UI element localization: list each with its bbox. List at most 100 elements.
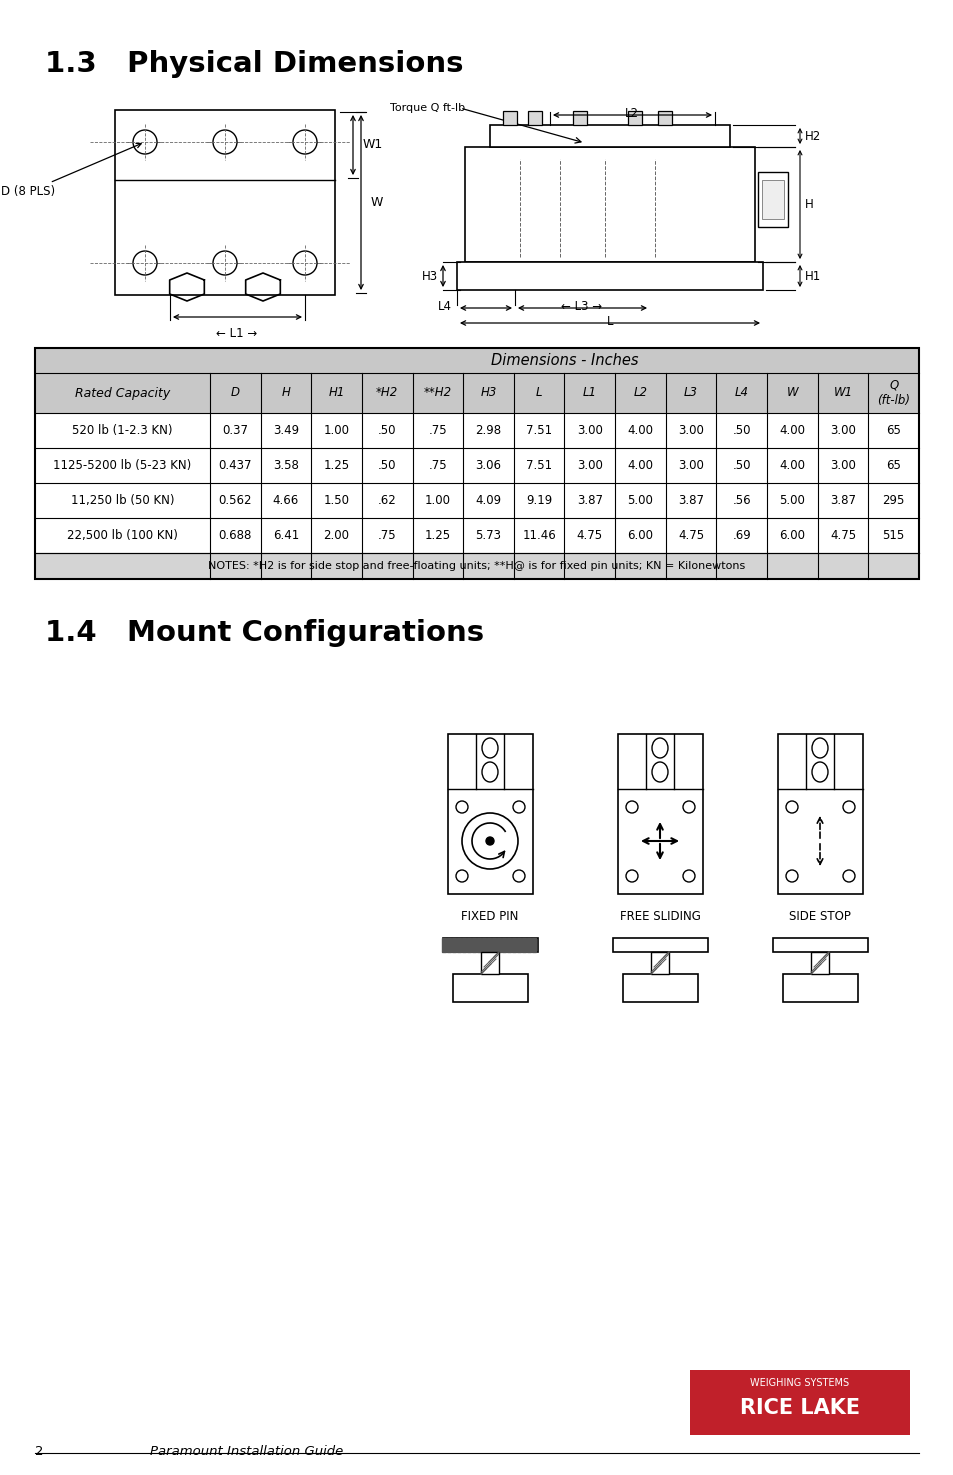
Text: SIDE STOP: SIDE STOP [788, 910, 850, 923]
Polygon shape [521, 938, 525, 951]
Polygon shape [526, 938, 531, 951]
Text: .50: .50 [732, 459, 750, 472]
Text: 3.00: 3.00 [678, 459, 703, 472]
Circle shape [682, 870, 695, 882]
Circle shape [842, 801, 854, 813]
Text: ← L1 →: ← L1 → [216, 327, 257, 341]
Text: 3.00: 3.00 [577, 423, 602, 437]
Text: 4.75: 4.75 [678, 530, 703, 541]
Polygon shape [481, 938, 485, 951]
Bar [453, 974, 527, 1002]
Text: W1: W1 [833, 386, 852, 400]
Text: 1.00: 1.00 [424, 494, 451, 507]
Polygon shape [452, 938, 456, 951]
Ellipse shape [481, 763, 497, 782]
Text: 4.00: 4.00 [627, 423, 653, 437]
Text: 3.06: 3.06 [475, 459, 501, 472]
Text: H1: H1 [328, 386, 344, 400]
Text: W1: W1 [363, 139, 383, 152]
Circle shape [785, 801, 797, 813]
Circle shape [461, 813, 517, 869]
Polygon shape [517, 938, 520, 951]
Text: .75: .75 [428, 459, 447, 472]
Bar [761, 180, 783, 218]
Text: *H2: *H2 [375, 386, 398, 400]
Text: 1.00: 1.00 [323, 423, 349, 437]
Text: D (8 PLS): D (8 PLS) [1, 143, 141, 199]
Text: NOTES: *H2 is for side stop and free-floating units; **H@ is for fixed pin units: NOTES: *H2 is for side stop and free-flo… [208, 560, 745, 571]
Polygon shape [532, 938, 536, 951]
Text: W: W [786, 386, 798, 400]
Ellipse shape [481, 738, 497, 758]
Bar [35, 482, 918, 518]
Text: L3: L3 [683, 386, 698, 400]
Polygon shape [506, 938, 511, 951]
Text: Q
(ft-lb): Q (ft-lb) [876, 379, 909, 407]
Polygon shape [461, 938, 465, 951]
Text: 7.51: 7.51 [525, 423, 552, 437]
Text: 0.562: 0.562 [218, 494, 252, 507]
Text: L: L [536, 386, 542, 400]
Bar [490, 125, 729, 148]
Text: 4.00: 4.00 [779, 459, 804, 472]
Text: 3.00: 3.00 [577, 459, 602, 472]
Text: WEIGHING SYSTEMS: WEIGHING SYSTEMS [750, 1378, 849, 1388]
Bar [810, 951, 828, 974]
Text: 5.00: 5.00 [779, 494, 804, 507]
Bar [782, 974, 857, 1002]
Text: 1.3   Physical Dimensions: 1.3 Physical Dimensions [45, 50, 463, 78]
Text: L4: L4 [734, 386, 748, 400]
Text: 65: 65 [885, 459, 901, 472]
Text: Torque Q ft-lb: Torque Q ft-lb [390, 103, 465, 114]
Text: 4.00: 4.00 [779, 423, 804, 437]
Text: .50: .50 [377, 423, 396, 437]
Polygon shape [472, 938, 476, 951]
Text: .69: .69 [732, 530, 750, 541]
Text: 5.00: 5.00 [627, 494, 653, 507]
Circle shape [293, 130, 316, 153]
Text: 3.00: 3.00 [678, 423, 703, 437]
Circle shape [213, 251, 236, 274]
Text: L1: L1 [582, 386, 597, 400]
Circle shape [513, 801, 524, 813]
Circle shape [625, 801, 638, 813]
Bar [689, 1370, 909, 1435]
Text: 3.58: 3.58 [273, 459, 298, 472]
Text: W: W [371, 196, 383, 208]
Bar [35, 518, 918, 553]
Bar [456, 263, 762, 291]
Text: Paramount Installation Guide: Paramount Installation Guide [150, 1446, 343, 1457]
Text: 2.00: 2.00 [323, 530, 349, 541]
Text: 11,250 lb (50 KN): 11,250 lb (50 KN) [71, 494, 174, 507]
Text: .75: .75 [377, 530, 396, 541]
Text: D: D [231, 386, 239, 400]
Text: 5.73: 5.73 [475, 530, 501, 541]
Bar [627, 111, 641, 125]
Circle shape [132, 251, 157, 274]
Bar [35, 448, 918, 482]
Bar [772, 938, 867, 951]
Bar [650, 951, 668, 974]
Text: 6.00: 6.00 [779, 530, 804, 541]
Text: 2.98: 2.98 [475, 423, 501, 437]
Text: .50: .50 [377, 459, 396, 472]
Text: .62: .62 [377, 494, 396, 507]
Circle shape [456, 870, 468, 882]
Circle shape [513, 870, 524, 882]
Bar [480, 951, 498, 974]
Bar [778, 735, 862, 894]
Ellipse shape [651, 763, 667, 782]
Polygon shape [476, 938, 480, 951]
Bar [658, 111, 671, 125]
Ellipse shape [811, 738, 827, 758]
Text: L4: L4 [437, 299, 452, 313]
Text: 1.25: 1.25 [323, 459, 350, 472]
Circle shape [213, 130, 236, 153]
Bar [464, 148, 754, 263]
Text: 4.09: 4.09 [475, 494, 501, 507]
Circle shape [785, 870, 797, 882]
Text: 515: 515 [882, 530, 903, 541]
Text: 22,500 lb (100 KN): 22,500 lb (100 KN) [67, 530, 178, 541]
Text: 4.75: 4.75 [829, 530, 855, 541]
Text: RICE LAKE: RICE LAKE [740, 1398, 860, 1417]
